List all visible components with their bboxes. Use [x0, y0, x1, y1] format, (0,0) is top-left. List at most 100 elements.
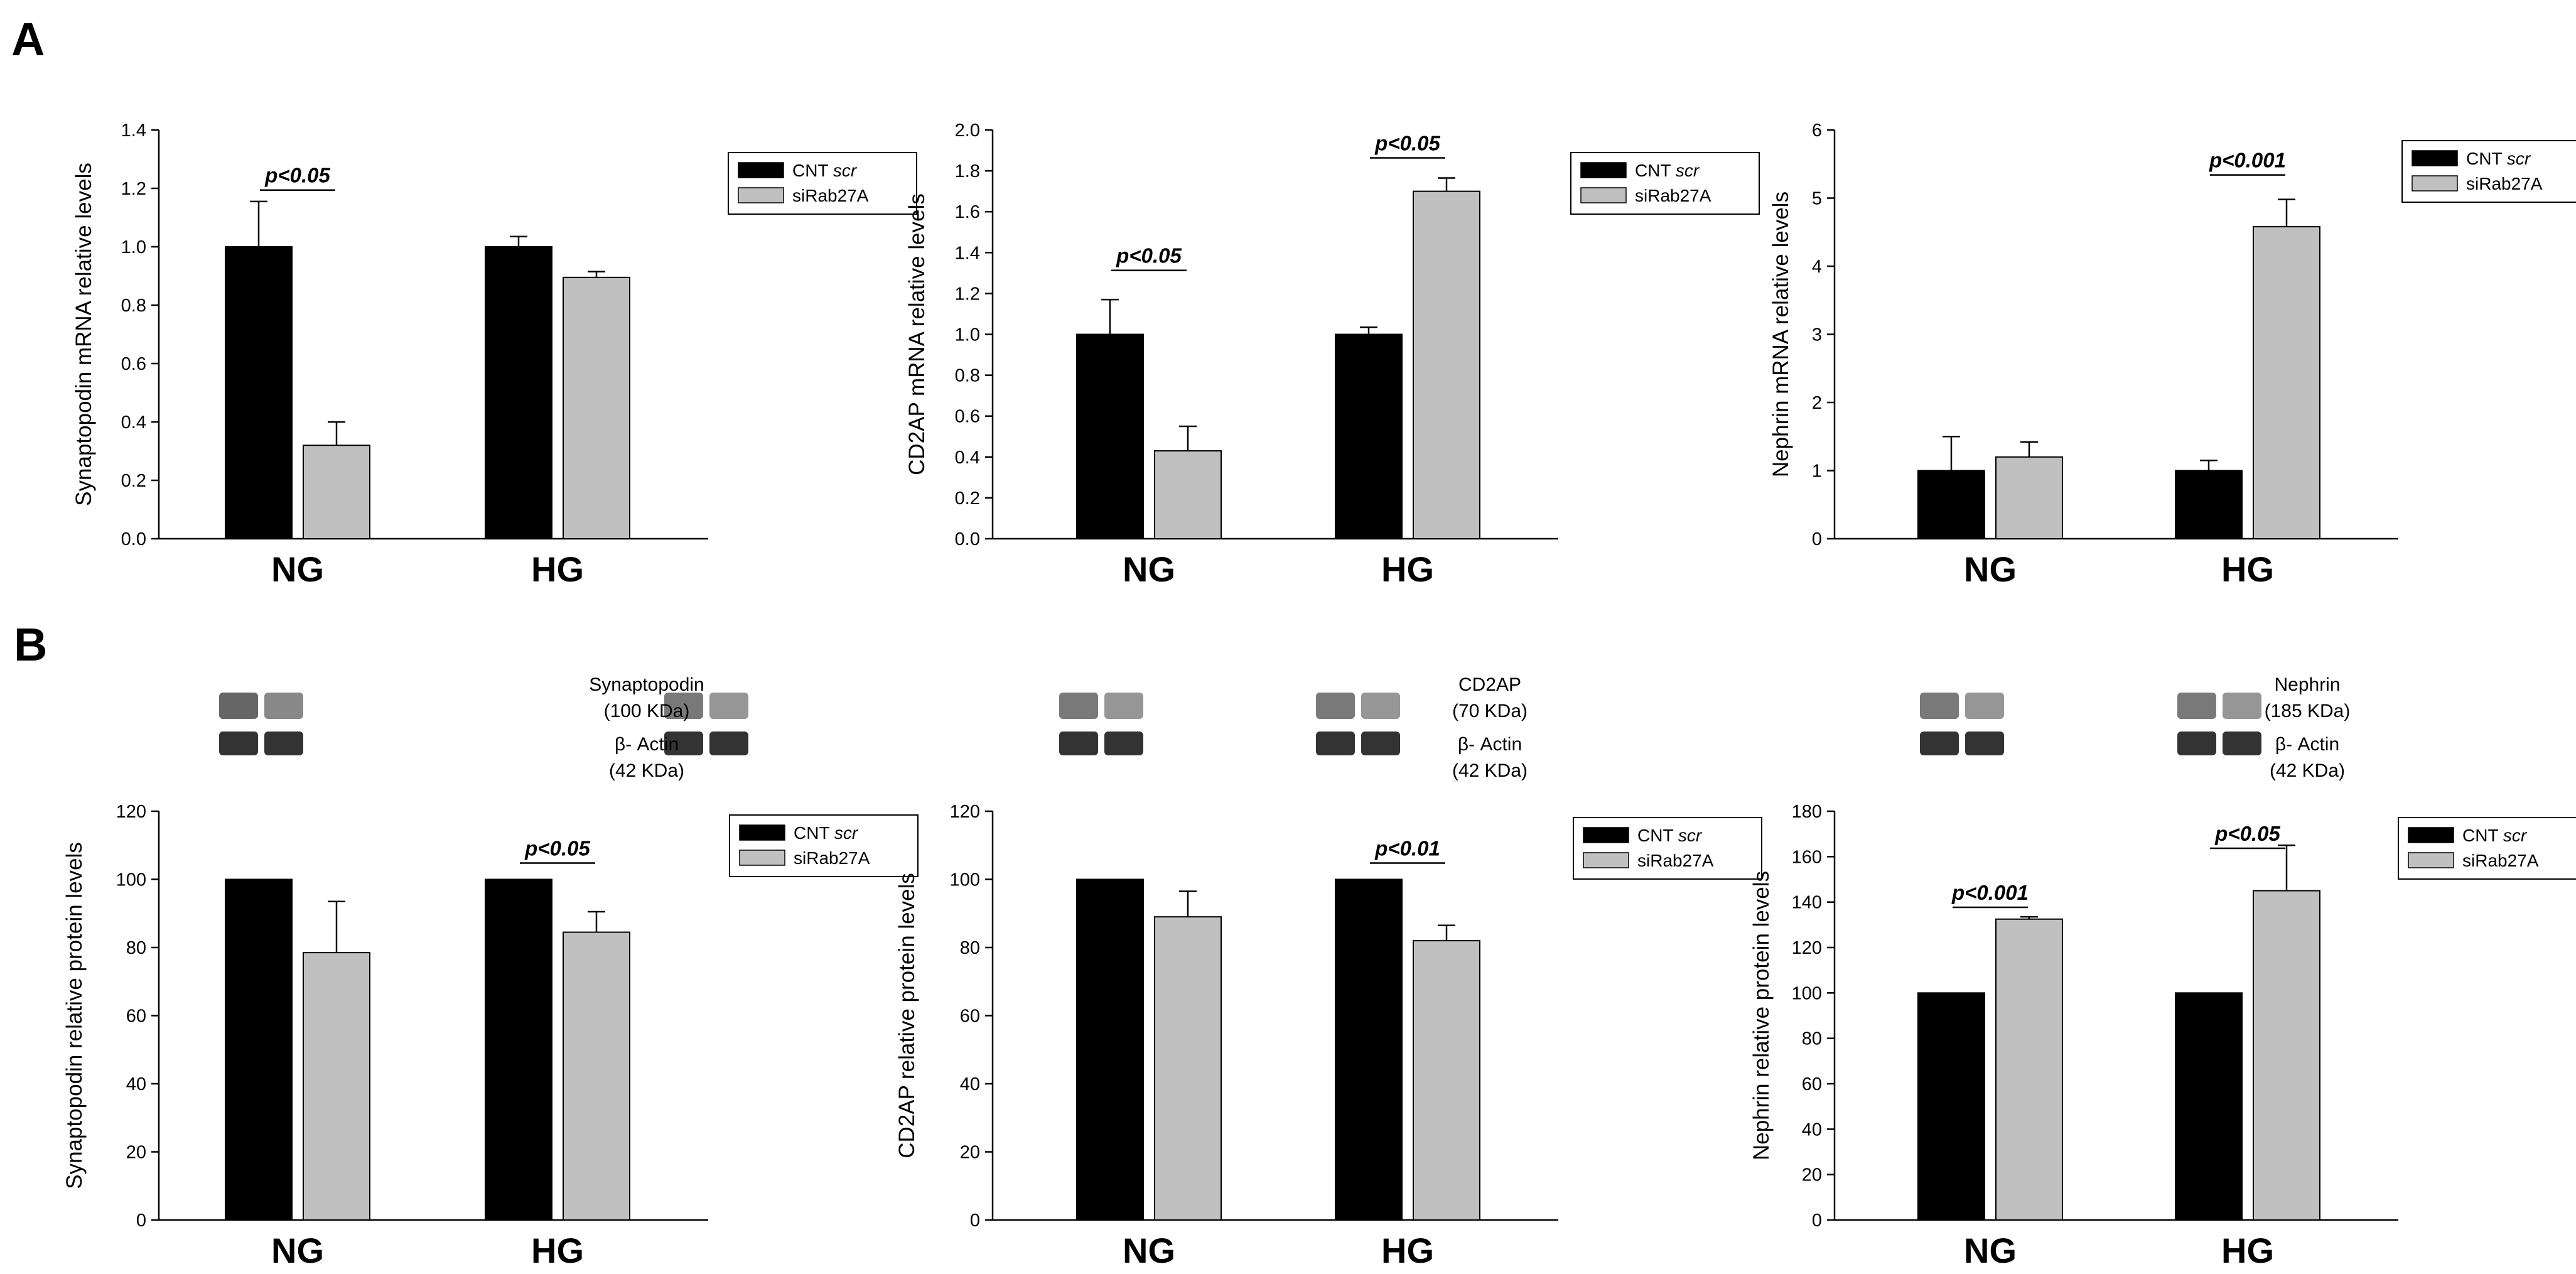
blot-protein-kda: (70 KDa) [1452, 701, 1528, 721]
category-label-ng: NG [1123, 549, 1175, 589]
actin-band [264, 731, 303, 755]
category-label-hg: HG [531, 1231, 584, 1270]
blot-loading-kda: (42 KDa) [1452, 760, 1528, 781]
protein-band [1059, 693, 1098, 719]
bar-ng-cnt-scr [225, 878, 293, 1221]
legend-label-sirab27a: siRab27A [2466, 174, 2543, 193]
significance-label: p<0.05 [1374, 132, 1440, 155]
blot-protein-kda: (185 KDa) [2265, 701, 2351, 721]
legend-label-sirab27a: siRab27A [1635, 186, 1711, 205]
bar-ng-cnt-scr [1076, 878, 1144, 1221]
y-tick-label: 5 [1812, 189, 1822, 209]
blot-loading-label: β- Actin [615, 734, 679, 755]
category-label-ng: NG [1123, 1231, 1175, 1270]
y-tick-label: 60 [126, 1007, 146, 1027]
y-tick-label: 0.8 [955, 366, 980, 386]
legend-box [728, 152, 917, 215]
y-tick-label: 100 [116, 870, 146, 890]
legend-label-sirab27a: siRab27A [2462, 851, 2539, 870]
legend-label-cnt-scr: CNT scr [1635, 161, 1700, 180]
y-tick-label: 120 [116, 802, 146, 822]
y-tick-label: 0.0 [955, 529, 980, 549]
bar-hg-cnt-scr [1335, 333, 1403, 539]
protein-band [1920, 693, 1959, 719]
significance-label: p<0.001 [1951, 881, 2029, 904]
y-tick-label: 3 [1812, 325, 1822, 345]
protein-band [264, 693, 303, 719]
y-tick-label: 0.4 [955, 448, 980, 468]
blot-protein-label: Nephrin [2274, 674, 2340, 695]
bar-ng-sirab27a [1995, 456, 2063, 539]
legend-label-cnt-scr: CNT scr [792, 161, 858, 180]
y-tick-label: 60 [1802, 1074, 1822, 1094]
actin-band [1920, 731, 1959, 755]
significance-label: p<0.001 [2209, 149, 2286, 172]
category-label-hg: HG [1381, 549, 1434, 589]
y-tick-label: 0.8 [121, 296, 146, 316]
y-tick-label: 1.0 [955, 325, 980, 345]
y-tick-label: 1.6 [955, 202, 980, 222]
western-blot: CD2AP (70 KDa) β- Actin (42 KDa) [1059, 674, 1528, 781]
y-tick-label: 180 [1792, 802, 1822, 822]
significance-label: p<0.05 [2214, 822, 2280, 845]
bar-hg-sirab27a [563, 276, 630, 539]
y-tick-label: 0.2 [121, 471, 146, 491]
bar-hg-cnt-scr [2175, 992, 2243, 1221]
legend: CNT scr siRab27A [2401, 140, 2576, 203]
protein-band [2177, 693, 2216, 719]
legend-swatch-cnt-scr [2412, 150, 2458, 166]
y-axis-label: Synaptopodin mRNA relative levels [72, 163, 96, 506]
y-tick-label: 1.8 [955, 161, 980, 181]
y-tick-label: 40 [126, 1074, 146, 1094]
bar-ng-sirab27a [1154, 916, 1222, 1221]
protein-band [219, 693, 258, 719]
protein-band [664, 693, 703, 719]
category-label-hg: HG [2221, 1231, 2274, 1270]
y-tick-label: 80 [1802, 1029, 1822, 1049]
blot-protein-label: Synaptopodin [589, 674, 704, 695]
y-tick-label: 0.6 [955, 407, 980, 427]
y-tick-label: 0.6 [121, 354, 146, 374]
actin-band [219, 731, 258, 755]
y-tick-label: 1.4 [955, 243, 980, 263]
legend: CNT scr siRab27A [728, 152, 917, 215]
chart-4: 0 20 40 60 80 100 120 Synaptopodin relative pro… [62, 674, 919, 1270]
charts: 0.0 0.2 0.4 0.6 0.8 1.0 1.2 1.4 Synaptopodin mRN… [62, 121, 2576, 1270]
actin-band [1104, 731, 1143, 755]
blot-loading-kda: (42 KDa) [609, 760, 684, 781]
y-axis-label: Synaptopodin relative protein levels [62, 842, 87, 1189]
bar-hg-cnt-scr [2175, 470, 2243, 539]
y-tick-label: 80 [126, 938, 146, 958]
bar-hg-sirab27a [1413, 940, 1480, 1221]
category-label-ng: NG [271, 1231, 324, 1270]
y-tick-label: 100 [950, 870, 980, 890]
protein-band [1104, 693, 1143, 719]
legend-label-cnt-scr: CNT scr [2466, 149, 2531, 168]
y-tick-label: 20 [960, 1143, 980, 1163]
y-tick-label: 0 [136, 1211, 146, 1231]
bar-ng-sirab27a [303, 445, 370, 540]
actin-band [709, 731, 748, 755]
y-tick-label: 100 [1792, 983, 1822, 1003]
bar-hg-cnt-scr [1335, 878, 1403, 1221]
actin-band [1965, 731, 2004, 755]
actin-band [1059, 731, 1098, 755]
legend-label-sirab27a: siRab27A [1637, 851, 1714, 870]
y-tick-label: 160 [1792, 847, 1822, 867]
blot-protein-kda: (100 KDa) [604, 701, 690, 721]
y-axis-label: Nephrin mRNA relative levels [1769, 192, 1793, 477]
panel-label-a: A [11, 13, 45, 65]
y-tick-label: 1.2 [121, 179, 146, 199]
significance-label: p<0.05 [1116, 244, 1182, 267]
y-tick-label: 0.4 [121, 413, 146, 433]
y-tick-label: 2.0 [955, 121, 980, 141]
y-tick-label: 40 [1802, 1120, 1822, 1140]
blot-loading-kda: (42 KDa) [2270, 760, 2345, 781]
y-tick-label: 4 [1812, 257, 1822, 277]
protein-band [1965, 693, 2004, 719]
legend-label-sirab27a: siRab27A [794, 848, 870, 868]
bar-ng-cnt-scr [1076, 333, 1144, 539]
bar-hg-cnt-scr [485, 878, 552, 1221]
blot-loading-label: β- Actin [1458, 734, 1522, 755]
